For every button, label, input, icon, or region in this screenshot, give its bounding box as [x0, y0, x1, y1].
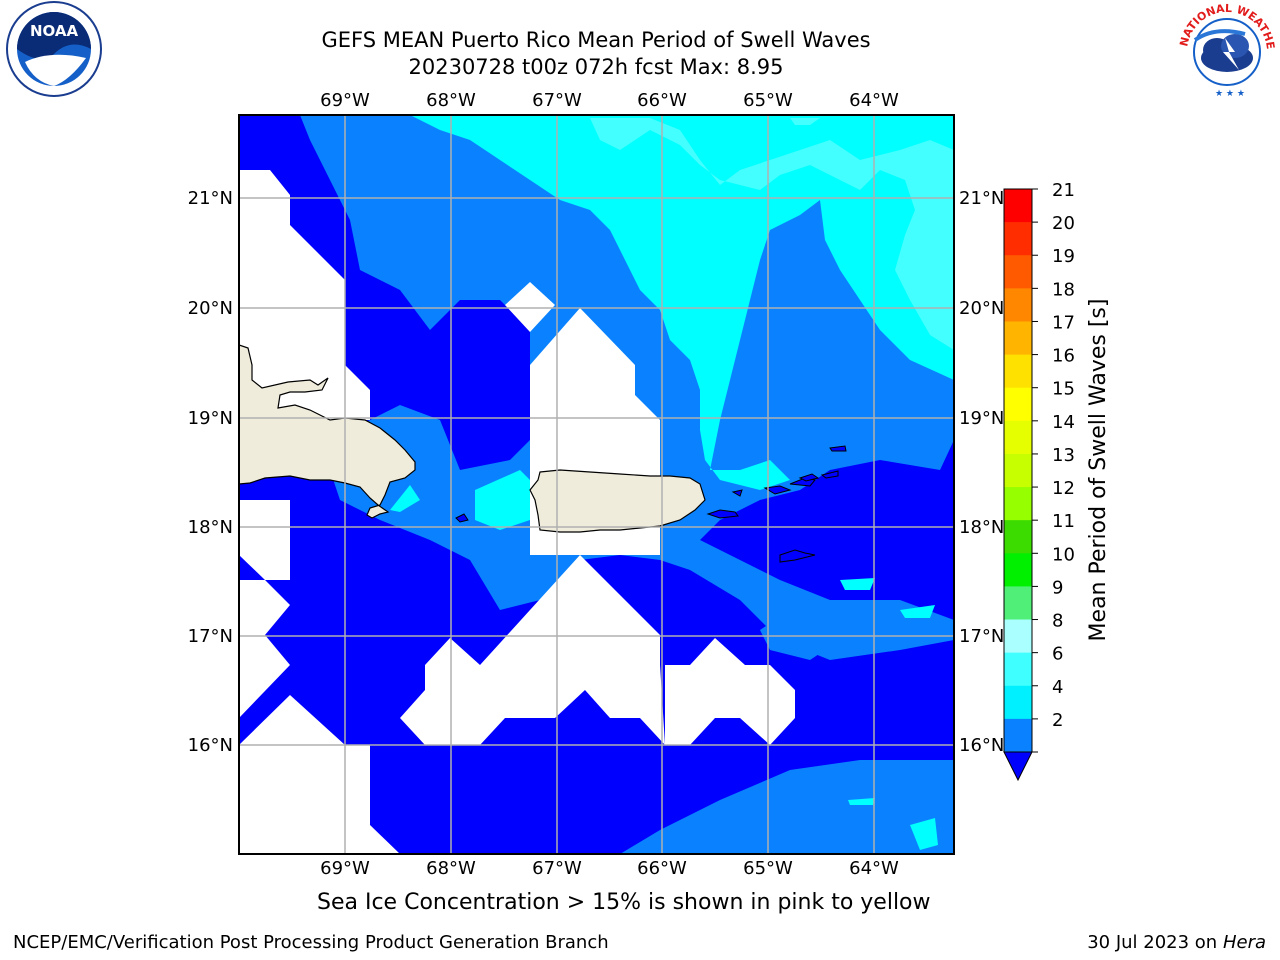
footer-credit: NCEP/EMC/Verification Post Processing Pr…: [13, 932, 609, 953]
map-frame: [238, 114, 955, 855]
lon-labels-top: 69°W 68°W 67°W 66°W 65°W 64°W: [320, 90, 899, 111]
lat-label: 16°N: [959, 735, 1004, 756]
noaa-logo: NOAA: [6, 1, 102, 97]
colorbar-tick-label: 14: [1052, 412, 1075, 433]
lon-label: 69°W: [320, 858, 370, 879]
lon-label: 64°W: [849, 90, 899, 111]
colorbar-segment: [1004, 685, 1032, 720]
colorbar-segment: [1004, 420, 1032, 455]
colorbar-tick-label: 16: [1052, 346, 1075, 367]
lat-label: 17°N: [188, 626, 233, 647]
svg-text:★ ★ ★: ★ ★ ★: [1215, 89, 1245, 99]
colorbar-tick-label: 13: [1052, 445, 1075, 466]
lon-label: 65°W: [743, 858, 793, 879]
colorbar-tick-label: 9: [1052, 577, 1063, 598]
colorbar-segment: [1004, 288, 1032, 322]
colorbar: 21 20 19 18 17 16 15 14 13 12 11 10 9 8 6 4 2: [1003, 180, 1075, 782]
lat-label: 18°N: [959, 517, 1004, 538]
lat-labels-right: 21°N 20°N 19°N 18°N 17°N 16°N: [959, 188, 1004, 756]
footer-date: 30 Jul 2023 on Hera: [1087, 932, 1266, 953]
colorbar-segment: [1004, 619, 1032, 654]
lat-label: 20°N: [959, 298, 1004, 319]
colorbar-tick-label: 18: [1052, 279, 1075, 300]
colorbar-tick-label: 20: [1052, 213, 1075, 234]
colorbar-under-arrow: [1003, 751, 1033, 782]
colorbar-tick-label: 6: [1052, 644, 1063, 665]
colorbar-segment: [1004, 586, 1032, 621]
lon-labels-bottom: 69°W 68°W 67°W 66°W 65°W 64°W: [320, 858, 899, 879]
colorbar-segment: [1004, 520, 1032, 554]
colorbar-segment: [1004, 718, 1032, 753]
lon-label: 66°W: [637, 90, 687, 111]
hispaniola-land: [239, 344, 416, 519]
lat-label: 19°N: [959, 408, 1004, 429]
colorbar-tick-label: 8: [1052, 611, 1063, 632]
sea-ice-caption: Sea Ice Concentration > 15% is shown in …: [317, 890, 931, 915]
colorbar-frame: [1003, 188, 1033, 753]
contour-8s: [590, 118, 954, 350]
colorbar-tick-label: 10: [1052, 544, 1075, 565]
noaa-logo-text: NOAA: [30, 22, 79, 40]
footer-host: Hera: [1222, 932, 1266, 953]
map-grid: [239, 115, 954, 854]
lon-label: 67°W: [532, 858, 582, 879]
colorbar-segment: [1004, 453, 1032, 488]
colorbar-segment: [1004, 354, 1032, 389]
lon-label: 68°W: [426, 90, 476, 111]
colorbar-tick-label: 15: [1052, 379, 1075, 400]
colorbar-tick-label: 2: [1052, 710, 1063, 731]
lon-label: 67°W: [532, 90, 582, 111]
colorbar-tick-label: 19: [1052, 246, 1075, 267]
map-title: GEFS MEAN Puerto Rico Mean Period of Swe…: [321, 28, 871, 52]
colorbar-tick-label: 17: [1052, 312, 1075, 333]
lon-label: 64°W: [849, 858, 899, 879]
footer-date-text: 30 Jul 2023 on: [1087, 932, 1223, 953]
colorbar-segment: [1004, 487, 1032, 521]
colorbar-segment: [1004, 553, 1032, 587]
nws-logo: NATIONAL WEATHER SERVICE ★ ★ ★: [1175, 0, 1277, 99]
lat-label: 21°N: [188, 188, 233, 209]
wave-period-field: [239, 115, 954, 854]
colorbar-label: Mean Period of Swell Waves [s]: [1086, 299, 1111, 642]
lon-label: 66°W: [637, 858, 687, 879]
lat-label: 19°N: [188, 408, 233, 429]
colorbar-segment: [1004, 652, 1032, 687]
lon-label: 69°W: [320, 90, 370, 111]
colorbar-tick-label: 21: [1052, 180, 1075, 201]
small-islands: [455, 445, 847, 563]
colorbar-tick-label: 4: [1052, 677, 1063, 698]
contour-6s: [410, 115, 954, 490]
lat-label: 21°N: [959, 188, 1004, 209]
map-subtitle: 20230728 t00z 072h fcst Max: 8.95: [408, 55, 784, 79]
lat-label: 16°N: [188, 735, 233, 756]
lon-label: 68°W: [426, 858, 476, 879]
colorbar-tick-label: 12: [1052, 478, 1075, 499]
colorbar-segment: [1004, 321, 1032, 356]
lat-label: 17°N: [959, 626, 1004, 647]
colorbar-segment: [1004, 189, 1032, 223]
no-data-regions: [239, 170, 795, 854]
colorbar-segment: [1004, 222, 1032, 256]
colorbar-segment: [1004, 255, 1032, 289]
colorbar-segment: [1004, 387, 1032, 422]
lon-label: 65°W: [743, 90, 793, 111]
lat-labels-left: 21°N 20°N 19°N 18°N 17°N 16°N: [188, 188, 233, 756]
lat-label: 18°N: [188, 517, 233, 538]
colorbar-tick-label: 11: [1052, 511, 1075, 532]
lat-label: 20°N: [188, 298, 233, 319]
